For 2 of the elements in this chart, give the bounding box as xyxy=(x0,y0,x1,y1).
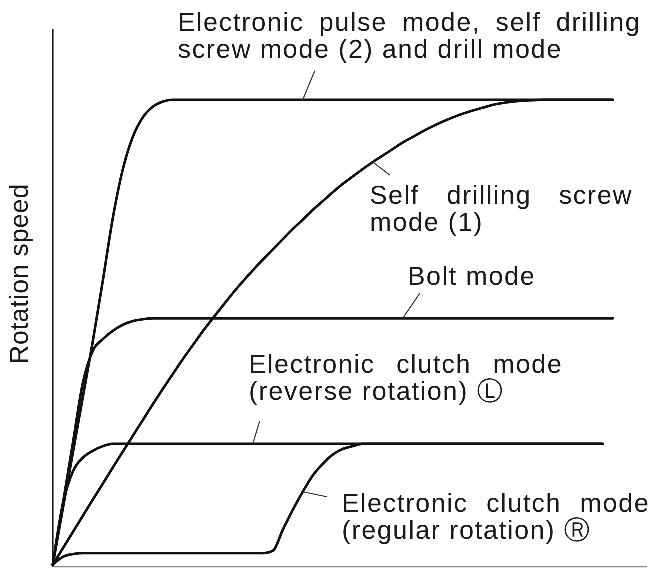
y-axis-title: Rotation speed xyxy=(4,184,34,364)
series-label: Electronic pulse mode, self drilling screw mode (2) and drill mode xyxy=(178,7,641,64)
